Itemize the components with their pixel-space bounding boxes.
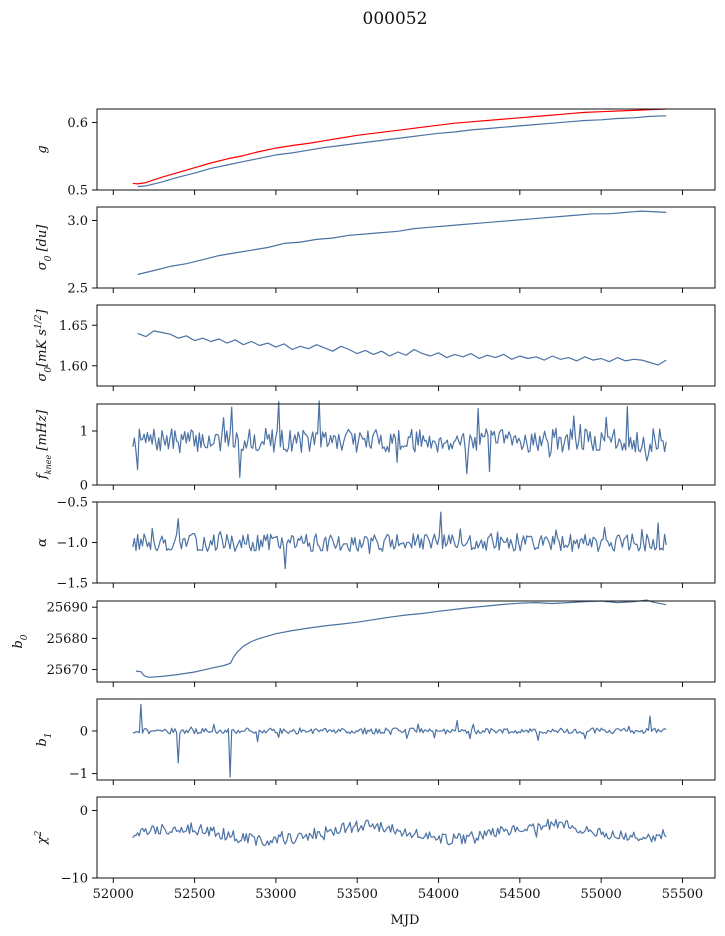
y-tick-label: 25670 bbox=[47, 663, 88, 678]
x-tick-label: 55000 bbox=[580, 887, 621, 902]
y-tick-label: 0.5 bbox=[67, 184, 88, 199]
axes-frame bbox=[96, 304, 716, 387]
x-tick-label: 53500 bbox=[337, 887, 378, 902]
y-axis-label: σ0[mK s1/2] bbox=[34, 309, 54, 382]
y-tick-label: 3.0 bbox=[67, 214, 88, 229]
y-tick-label: 1.65 bbox=[59, 319, 88, 334]
panels: 0.5 0.6 g 2.5 3.0 σ0 [du] 1.60 1.65 σ0[mK s1/2] 0… bbox=[11, 108, 716, 902]
series-line-1 bbox=[132, 108, 667, 185]
y-tick-label: −1.5 bbox=[56, 577, 88, 592]
axes-frame bbox=[96, 501, 716, 584]
x-axis-label: MJD bbox=[391, 913, 420, 928]
y-axis-label: b1 bbox=[35, 732, 54, 746]
y-axis-label: b0 bbox=[11, 634, 30, 648]
y-tick-label: 0 bbox=[80, 479, 88, 494]
y-tick-label: 25680 bbox=[47, 632, 88, 647]
x-tick-label: 53000 bbox=[255, 887, 296, 902]
series-line-2 bbox=[137, 115, 667, 188]
series-line-1 bbox=[132, 511, 667, 570]
series-line-1 bbox=[137, 330, 667, 366]
y-axis-label: σ0 [du] bbox=[35, 224, 54, 271]
x-tick-label: 52000 bbox=[93, 887, 134, 902]
axes-frame bbox=[96, 206, 716, 289]
x-tick-label: 54000 bbox=[418, 887, 459, 902]
series-line-1 bbox=[132, 703, 667, 778]
y-axis-label: α bbox=[35, 538, 50, 547]
panel-7: −1 0 b1 bbox=[35, 698, 716, 785]
figure-title: 000052 bbox=[363, 9, 428, 29]
y-tick-label: 1.60 bbox=[59, 359, 88, 374]
y-axis-label: g bbox=[35, 145, 50, 153]
x-tick-label: 54500 bbox=[499, 887, 540, 902]
y-tick-label: 0 bbox=[80, 804, 88, 819]
y-axis-label: fknee [mHz] bbox=[35, 409, 53, 480]
y-tick-label: 2.5 bbox=[67, 282, 88, 297]
x-tick-label: 55500 bbox=[662, 887, 703, 902]
series-line-1 bbox=[132, 818, 667, 847]
y-tick-label: 0.6 bbox=[67, 116, 88, 131]
panel-1: 0.5 0.6 g bbox=[35, 108, 716, 199]
y-tick-label: 1 bbox=[80, 425, 88, 440]
panel-3: 1.60 1.65 σ0[mK s1/2] bbox=[34, 304, 716, 391]
axes-frame bbox=[96, 698, 716, 781]
y-tick-label: 0 bbox=[80, 724, 88, 739]
y-tick-label: 25690 bbox=[47, 601, 88, 616]
axes-frame bbox=[96, 600, 716, 683]
panel-4: 0 1 fknee [mHz] bbox=[35, 400, 716, 494]
y-tick-label: −1.0 bbox=[56, 536, 88, 551]
panel-8: −10 0 52000 52500 53000 53500 54000 54500 55000 5… bbox=[34, 796, 716, 902]
series-line-1 bbox=[137, 210, 667, 276]
y-tick-label: −10 bbox=[61, 872, 88, 887]
y-axis-label: χ2 bbox=[34, 830, 50, 845]
axes-frame bbox=[96, 403, 716, 486]
axes-frame bbox=[96, 796, 716, 879]
series-line-1 bbox=[135, 599, 667, 678]
panel-2: 2.5 3.0 σ0 [du] bbox=[35, 206, 716, 297]
panel-6: 25670 25680 25690 b0 bbox=[11, 599, 716, 687]
axes-frame bbox=[96, 108, 716, 191]
panel-5: −1.5 −1.0 −0.5 α bbox=[35, 496, 716, 592]
series-line-1 bbox=[132, 400, 667, 478]
y-tick-label: −1 bbox=[69, 767, 88, 782]
x-tick-label: 52500 bbox=[174, 887, 215, 902]
y-tick-label: −0.5 bbox=[56, 496, 88, 511]
